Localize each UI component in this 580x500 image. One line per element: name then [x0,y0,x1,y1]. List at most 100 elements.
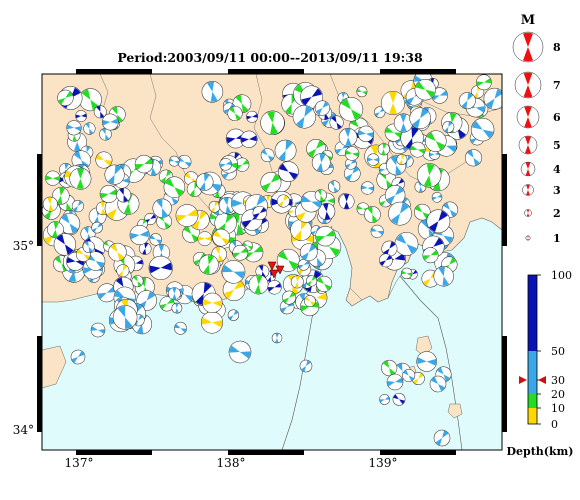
magnitude-legend-label: 4 [553,163,561,176]
focal-mechanism-icon [248,274,269,295]
focal-mechanism-icon [149,233,162,246]
magnitude-legend: M 8 7 6 5 4 3 2 1 [512,13,561,245]
depth-color-bar-frame [527,274,538,425]
magnitude-legend-item: 4 [520,161,561,177]
focal-mechanism-icon [83,122,96,135]
focal-mechanism-icon [246,110,259,123]
focal-mechanism-icon [57,89,74,107]
focal-mechanism-icon [276,194,290,208]
depth-tick-label: 20 [551,388,565,401]
depth-tick-label: 100 [551,269,572,282]
focal-mechanism-icon [175,204,199,227]
focal-mechanism-icon [138,242,152,255]
focal-mechanism-icon [260,172,282,194]
focal-mechanism-icon [429,375,447,393]
focal-mechanism-icon [108,242,127,262]
focal-mechanism-icon [212,228,231,247]
focal-mechanism-icon [409,107,431,130]
depth-tick-label: 50 [551,345,565,358]
focal-mechanism-icon [222,278,246,302]
focal-mechanism-icon [198,254,219,275]
focal-mechanism-icon [370,224,384,238]
focal-mechanism-icon [396,154,408,165]
focal-mechanism-icon [306,275,318,287]
depth-marker-arrow-right [538,376,546,384]
focal-mechanism-icon [59,212,81,235]
focal-mechanism-icon [414,203,431,221]
focal-mechanism-icon [112,305,138,330]
depth-color-band [528,408,537,424]
focal-mechanism-icon [148,255,173,280]
focal-mechanism-icon [304,295,316,307]
focal-mechanism-icon [385,185,406,206]
focal-mechanism-icon [476,74,492,91]
focal-mechanism-icon [433,266,454,287]
focal-mechanism-icon [314,100,330,116]
focal-mechanism-icon [78,88,102,112]
focal-mechanism-icon [327,180,341,193]
red-triangle-marker [267,261,277,271]
red-beachball-icon [516,105,540,129]
focal-mechanism-icon [195,173,214,191]
focal-mechanism-icon [260,110,285,135]
focal-mechanism-icon [131,275,144,288]
focal-mechanism-icon [381,359,398,377]
focal-mechanism-icon [426,209,451,234]
focal-mechanism-icon [360,181,375,195]
magnitude-legend-label: 1 [553,232,561,245]
focal-mechanism-icon [90,322,106,338]
lat-label-34: 34° [13,423,34,437]
lon-label-139: 139° [369,456,398,470]
focal-mechanism-icon [409,141,426,158]
focal-mechanism-icon [386,373,404,391]
magnitude-legend-label: 7 [553,79,561,92]
focal-mechanism-icon [483,87,502,110]
focal-mechanism-icon [367,153,380,166]
focal-mechanism-icon [401,267,413,280]
depth-tick-label: 30 [551,374,565,387]
focal-mechanism-icon [344,165,361,182]
red-beachball-icon [524,209,532,217]
depth-unit-label: Depth(km) [507,445,574,458]
focal-mechanism-icon [380,90,406,116]
focal-mechanism-icon [314,189,327,202]
focal-mechanism-icon [431,192,443,203]
focal-mechanism-icon [299,243,318,262]
focal-mechanism-icon [425,130,447,152]
focal-mechanism-icon [202,292,223,314]
focal-mechanism-icon [71,200,84,213]
focal-mechanism-icon [278,161,299,182]
focal-mechanism-icon [379,394,390,405]
focal-mechanism-icon [470,117,495,142]
magnitude-legend-item: 6 [516,105,561,129]
map-frame-bars [37,69,507,455]
depth-marker-arrows [519,376,546,384]
focal-mechanism-icon [464,149,483,167]
focal-mechanism-icon [381,240,398,257]
red-beachball-icon [518,135,538,155]
focal-mechanism-icon [329,115,344,130]
focal-mechanism-icon [221,260,246,284]
focal-mechanism-icon [416,351,437,372]
focal-mechanism-icon [260,148,275,163]
focal-mechanism-icon [168,287,181,300]
focal-mechanism-icon [116,187,132,203]
focal-mechanism-icon [177,154,192,169]
focal-mechanism-icon [240,130,258,148]
longitude-labels: 137° 138° 139° [65,456,398,470]
focal-mechanism-icon [66,120,82,136]
focal-mechanism-icon [317,202,336,221]
focal-mechanism-icon [377,143,390,156]
focal-mechanism-icon [311,153,331,172]
focal-mechanism-icon [315,226,336,247]
period-title: Period:2003/09/11 00:00--2013/09/11 19:3… [117,50,423,65]
red-beachball-icon [514,71,542,99]
focal-mechanism-icon [252,205,267,221]
focal-mechanism-icon [356,86,368,98]
magnitude-legend-item: 8 [512,31,561,63]
mainshock-marker [267,261,285,279]
focal-mechanism-icon [219,158,232,171]
focal-mechanism-icon [228,340,252,364]
focal-mechanism-icon [442,121,455,133]
focal-mechanism-icon [95,151,113,169]
